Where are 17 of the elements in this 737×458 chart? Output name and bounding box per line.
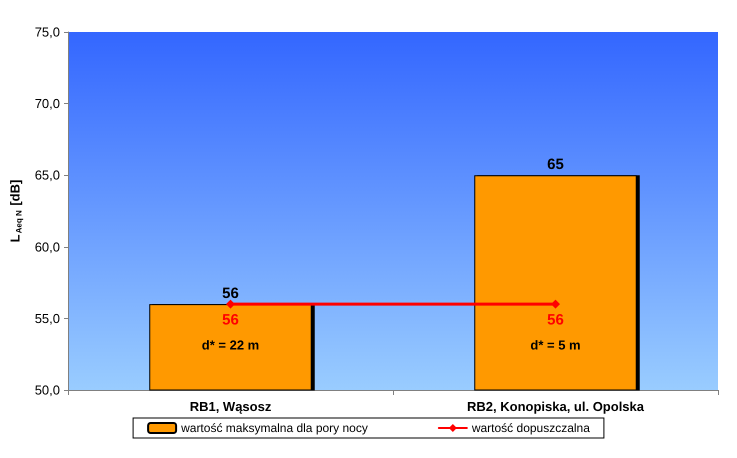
y-tick-label: 55,0 [34, 310, 60, 326]
x-tick-label: RB1, Wąsosz [190, 399, 272, 414]
y-tick-label: 60,0 [34, 239, 60, 254]
y-tick-label: 70,0 [34, 96, 60, 112]
y-axis-title: LAeq N [dB] [8, 180, 24, 242]
legend-label: wartość maksymalna dla pory nocy [180, 421, 368, 435]
annotation: d* = 22 m [202, 338, 260, 352]
data-label: 56 [222, 312, 239, 329]
legend-label: wartość dopuszczalna [470, 421, 590, 435]
data-label: 56 [222, 285, 239, 302]
y-tick-label: 65,0 [34, 168, 60, 183]
annotation: d* = 5 m [530, 338, 581, 352]
y-tick-label: 50,0 [34, 382, 60, 398]
x-tick-label: RB2, Konopiska, ul. Opolska [467, 399, 645, 414]
y-tick-label: 75,0 [34, 24, 60, 40]
data-label: 56 [547, 312, 564, 329]
data-label: 65 [547, 156, 564, 174]
